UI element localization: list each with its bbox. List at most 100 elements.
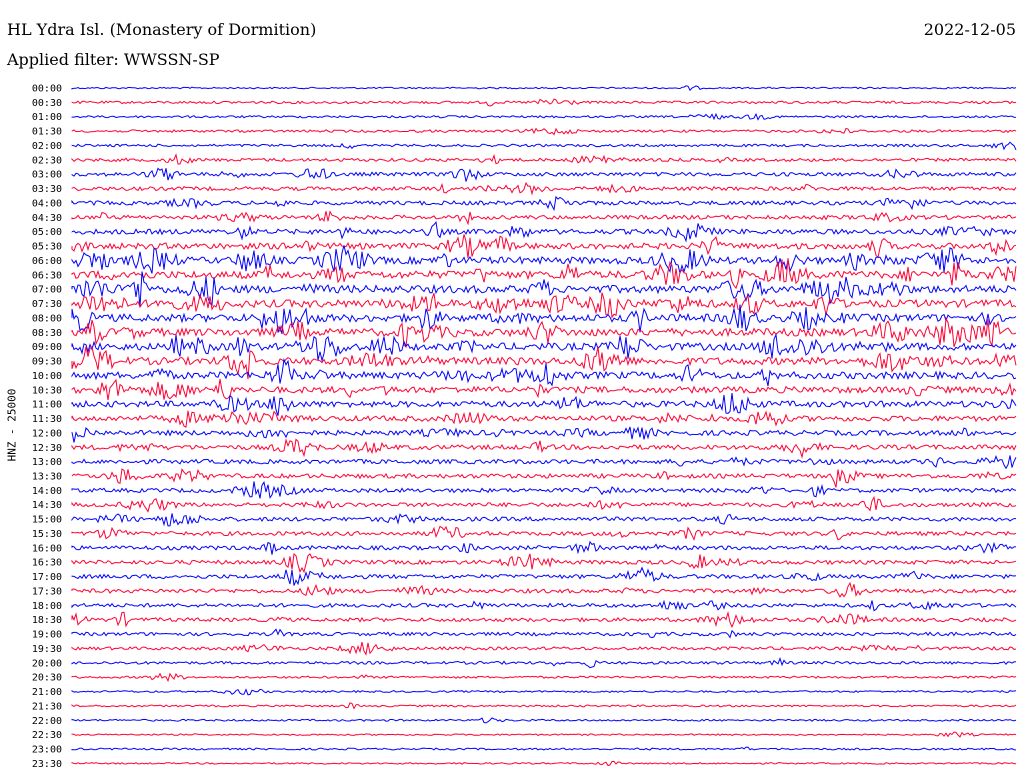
row-time-label: 16:00 [32,543,62,554]
row-time-label: 15:30 [32,529,62,540]
row-time-label: 07:00 [32,285,62,296]
row-time-label: 14:00 [32,486,62,497]
row-time-label: 17:00 [32,572,62,583]
seismic-trace [71,85,1017,92]
seismic-trace [71,141,1017,151]
seismic-trace [71,410,1017,428]
seismic-trace [71,181,1017,196]
row-time-label: 02:30 [32,155,62,166]
seismic-trace [71,746,1017,751]
seismic-trace [71,540,1017,555]
row-time-label: 01:30 [32,127,62,138]
seismic-trace [71,245,1017,274]
row-time-label: 04:30 [32,213,62,224]
seismic-trace [71,221,1017,243]
row-time-label: 07:30 [32,299,62,310]
seismic-trace [71,332,1017,363]
seismic-trace [71,357,1017,387]
row-time-label: 19:30 [32,644,62,655]
seismic-trace [71,717,1017,724]
row-time-label: 06:30 [32,270,62,281]
row-time-label: 14:30 [32,500,62,511]
seismic-trace [71,481,1017,499]
seismic-trace [71,455,1017,470]
seismic-trace [71,581,1017,598]
station-title: HL Ydra Isl. (Monastery of Dormition) [7,20,317,39]
seismic-trace [71,393,1017,416]
row-time-label: 01:00 [32,112,62,123]
seismic-trace [71,127,1017,136]
seismic-trace [71,271,1017,307]
seismic-trace [71,760,1016,767]
row-time-label: 08:00 [32,313,62,324]
row-time-label: 03:30 [32,184,62,195]
seismic-trace [71,167,1017,182]
seismic-trace [71,438,1017,459]
row-time-label: 15:00 [32,515,62,526]
row-time-label: 21:00 [32,687,62,698]
row-time-label: 22:30 [32,730,62,741]
seismic-trace [71,346,1017,380]
seismic-trace [71,210,1017,226]
filter-label: Applied filter: WWSSN-SP [7,50,220,69]
row-time-label: 18:00 [32,601,62,612]
seismic-trace [71,599,1017,612]
seismic-trace [71,195,1017,212]
seismic-trace [71,566,1017,586]
seismic-trace [71,112,1017,121]
row-time-label: 13:30 [32,471,62,482]
row-time-label: 23:30 [32,759,62,770]
seismic-trace [71,610,1017,629]
row-time-label: 22:00 [32,716,62,727]
seismic-trace [71,552,1017,574]
row-time-label: 08:30 [32,328,62,339]
seismic-trace [71,702,1017,710]
seismic-trace [71,513,1016,527]
seismic-trace [71,688,1017,696]
row-time-label: 09:30 [32,357,62,368]
seismic-trace [71,153,1017,165]
row-time-label: 03:00 [32,170,62,181]
row-time-label: 12:00 [32,428,62,439]
row-time-label: 17:30 [32,586,62,597]
row-time-label: 10:30 [32,385,62,396]
row-time-label: 09:00 [32,342,62,353]
row-time-label: 13:00 [32,457,62,468]
seismic-trace [71,641,1017,656]
seismic-trace [71,292,1017,319]
row-time-label: 12:30 [32,443,62,454]
seismic-trace [71,98,1017,107]
row-time-label: 16:30 [32,558,62,569]
row-time-label: 20:30 [32,673,62,684]
row-time-label: 06:00 [32,256,62,267]
seismic-trace [71,426,1017,443]
date-label: 2022-12-05 [923,20,1016,39]
row-time-label: 11:30 [32,414,62,425]
seismic-trace [71,378,1017,401]
row-time-label: 23:00 [32,745,62,756]
seismic-trace [71,672,1017,683]
seismic-trace [71,304,1017,335]
seismic-trace [71,316,1017,349]
row-time-label: 04:00 [32,198,62,209]
row-time-label: 21:30 [32,701,62,712]
seismic-trace [71,731,1017,738]
seismic-trace [71,656,1017,669]
seismic-trace [71,468,1017,488]
row-time-label: 19:00 [32,630,62,641]
row-time-label: 18:30 [32,615,62,626]
row-time-label: 05:30 [32,242,62,253]
row-time-label: 05:00 [32,227,62,238]
row-time-label: 10:00 [32,371,62,382]
seismic-trace [71,525,1017,541]
row-time-label: 20:00 [32,658,62,669]
seismic-trace [71,628,1017,639]
row-time-label: 11:00 [32,400,62,411]
row-time-label: 02:00 [32,141,62,152]
seismic-trace [71,258,1017,290]
seismic-trace [71,495,1017,513]
row-time-label: 00:00 [32,84,62,95]
seismic-trace [71,234,1017,259]
row-time-label: 00:30 [32,98,62,109]
